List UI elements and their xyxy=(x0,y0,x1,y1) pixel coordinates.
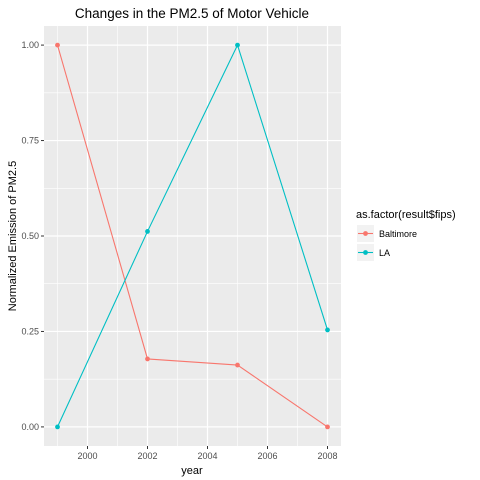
data-point-la xyxy=(325,327,330,333)
legend: as.factor(result$fips) Baltimore LA xyxy=(356,209,456,261)
data-point-la xyxy=(235,42,240,48)
x-tick-label: 2008 xyxy=(317,451,337,461)
data-point-la xyxy=(55,424,60,430)
x-tick-label: 2000 xyxy=(77,451,97,461)
y-tick-label: 0.75 xyxy=(21,136,39,146)
data-point-la xyxy=(145,229,150,234)
legend-item-baltimore: Baltimore xyxy=(357,225,417,242)
legend-label: Baltimore xyxy=(379,229,417,239)
legend-item-la: LA xyxy=(357,244,390,261)
x-axis-title: year xyxy=(181,465,203,477)
legend-label: LA xyxy=(379,248,390,258)
data-point-baltimore xyxy=(325,424,330,430)
y-tick-label: 0.00 xyxy=(21,422,39,432)
grid-lines xyxy=(44,26,341,446)
axes: 2000 2002 2004 2006 2008 0.00 0.25 0.50 0.75 1.00 xyxy=(21,40,337,461)
y-tick-label: 1.00 xyxy=(21,40,39,50)
y-tick-label: 0.50 xyxy=(21,231,39,241)
series-line-baltimore xyxy=(56,44,328,428)
x-tick-label: 2004 xyxy=(197,451,217,461)
series-line-la xyxy=(57,43,329,428)
series-layer xyxy=(55,42,330,430)
chart-title: Changes in the PM2.5 of Motor Vehicle xyxy=(75,6,309,21)
data-point-baltimore xyxy=(55,42,60,48)
legend-key-point xyxy=(363,231,368,236)
legend-key-point xyxy=(363,250,368,255)
data-point-baltimore xyxy=(235,362,240,368)
y-tick-label: 0.25 xyxy=(21,326,39,336)
x-tick-label: 2002 xyxy=(137,451,157,461)
x-tick-label: 2006 xyxy=(257,451,277,461)
y-axis-title: Normalized Emission of PM2.5 xyxy=(7,161,19,311)
legend-items: Baltimore LA xyxy=(357,225,417,261)
data-point-baltimore xyxy=(145,356,150,362)
legend-title: as.factor(result$fips) xyxy=(356,209,456,221)
